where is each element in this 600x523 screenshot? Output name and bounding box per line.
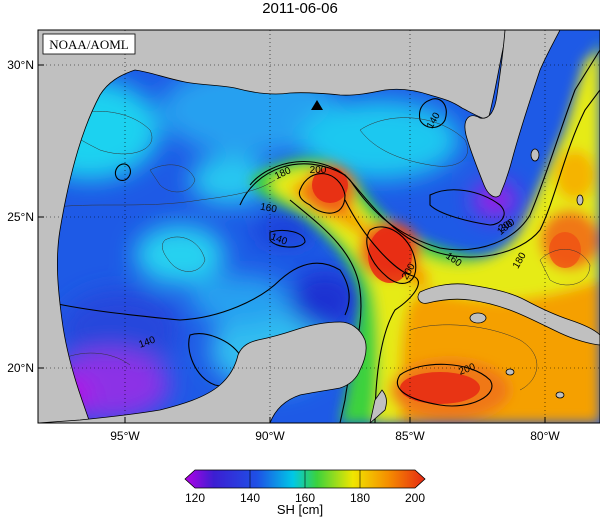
lon-tick-85w: 85°W: [395, 429, 425, 443]
colorbar-tick-160: 160: [295, 491, 315, 505]
lon-tick-80w: 80°W: [530, 429, 560, 443]
credit-box: [42, 33, 136, 55]
map-frame: [37, 29, 600, 424]
cuba: [417, 283, 600, 346]
isla-de-la-juventud: [469, 312, 487, 324]
eddy-core-north: [312, 167, 348, 203]
florida-peninsula: [464, 30, 561, 198]
lat-tick-20n: 20°N: [7, 361, 34, 375]
colorbar-label: SH [cm]: [276, 502, 324, 517]
land-masses: [38, 30, 600, 423]
colorbar-tick-140: 140: [240, 491, 260, 505]
us-mexico-landmass: [38, 30, 506, 423]
colorbar-tick-180: 180: [350, 491, 370, 505]
colorbar-tick-120: 120: [185, 491, 205, 505]
graticule: [38, 30, 600, 423]
map-title: 2011-06-06: [262, 0, 338, 17]
lat-tick-25n: 25°N: [7, 210, 34, 224]
station-marker: [311, 100, 323, 110]
colorbar: 120 140 160 180 200: [184, 469, 426, 505]
contour-label: 200: [310, 165, 327, 176]
credit-label: NOAA/AOML: [49, 37, 129, 52]
lat-tick-30n: 30°N: [7, 58, 34, 72]
yucatan-peninsula: [38, 321, 367, 423]
lon-tick-95w: 95°W: [110, 429, 140, 443]
contour-label: 160: [259, 202, 278, 216]
colorbar-tick-200: 200: [405, 491, 425, 505]
lon-tick-90w: 90°W: [255, 429, 285, 443]
eddy-core-south: [400, 372, 480, 404]
tick-marks: [38, 64, 546, 423]
